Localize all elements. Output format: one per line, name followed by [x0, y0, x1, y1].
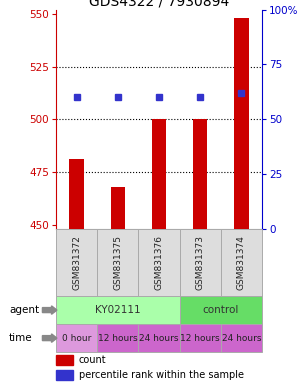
Bar	[97, 324, 138, 352]
Bar	[193, 119, 208, 229]
Text: GSM831372: GSM831372	[72, 235, 81, 290]
Bar	[234, 18, 249, 229]
Text: agent: agent	[9, 305, 39, 315]
Text: 24 hours: 24 hours	[222, 334, 261, 343]
Text: count: count	[79, 355, 106, 365]
Text: 0 hour: 0 hour	[62, 334, 91, 343]
Text: GSM831375: GSM831375	[113, 235, 122, 290]
Text: 12 hours: 12 hours	[181, 334, 220, 343]
Bar	[111, 187, 125, 229]
Bar	[97, 229, 138, 296]
Title: GDS4322 / 7930894: GDS4322 / 7930894	[89, 0, 229, 8]
Bar	[56, 324, 97, 352]
Bar	[221, 324, 262, 352]
Text: time: time	[9, 333, 33, 343]
Text: 24 hours: 24 hours	[139, 334, 179, 343]
Bar	[56, 355, 72, 365]
Bar	[56, 229, 97, 296]
Bar	[56, 370, 72, 380]
Text: 12 hours: 12 hours	[98, 334, 138, 343]
Bar	[221, 229, 262, 296]
Bar	[56, 296, 180, 324]
Bar	[180, 296, 262, 324]
Bar	[138, 324, 180, 352]
Text: KY02111: KY02111	[95, 305, 141, 315]
Text: percentile rank within the sample: percentile rank within the sample	[79, 370, 244, 380]
Bar	[69, 159, 84, 229]
Text: GSM831376: GSM831376	[155, 235, 164, 290]
Text: GSM831373: GSM831373	[196, 235, 205, 290]
Bar	[180, 324, 221, 352]
Bar	[138, 229, 180, 296]
Text: control: control	[203, 305, 239, 315]
Bar	[152, 119, 166, 229]
Text: GSM831374: GSM831374	[237, 235, 246, 290]
Bar	[180, 229, 221, 296]
